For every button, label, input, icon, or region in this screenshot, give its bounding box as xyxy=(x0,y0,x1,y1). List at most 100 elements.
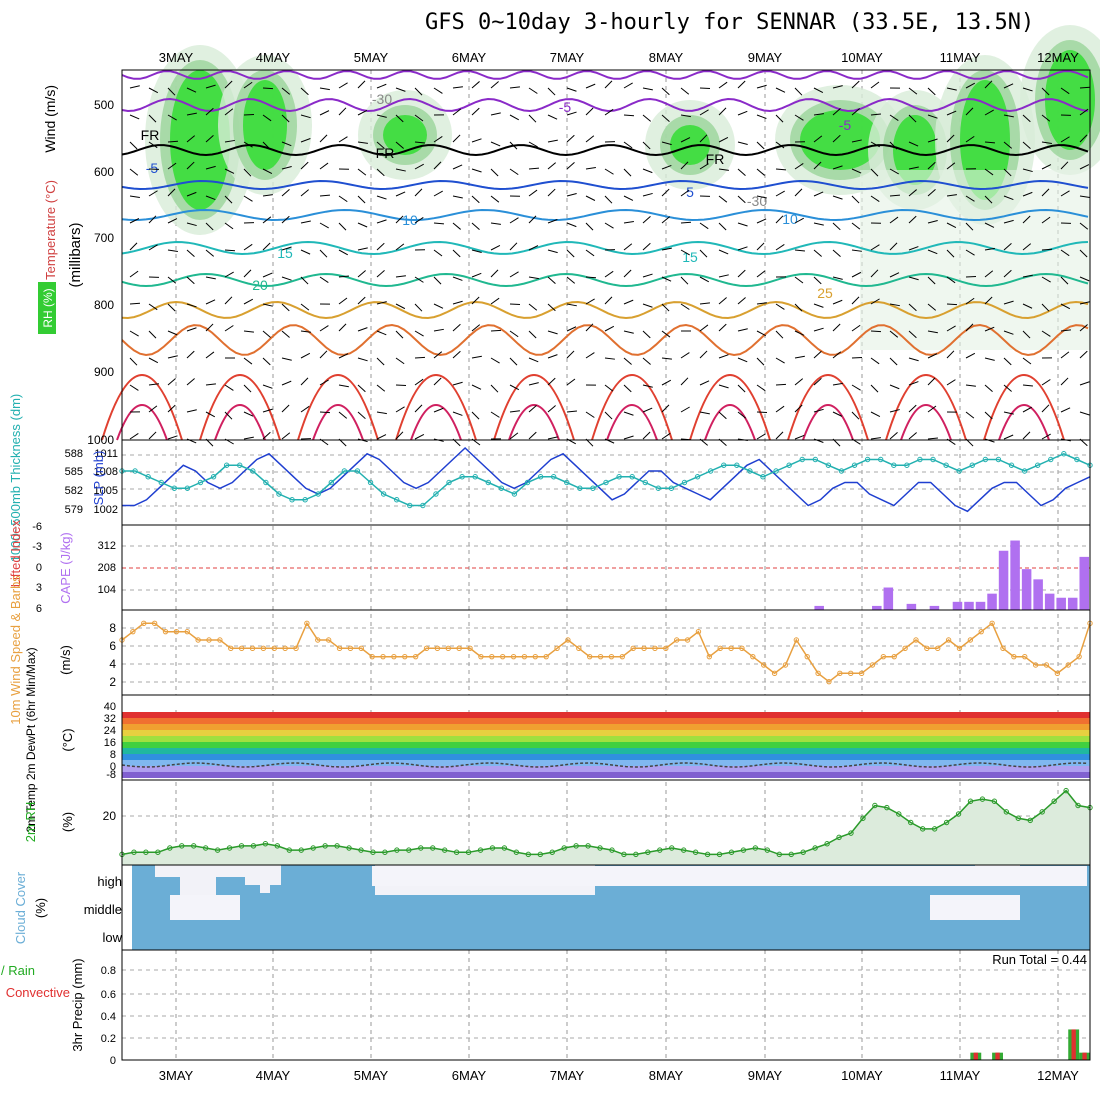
thickness-point xyxy=(472,474,478,480)
wind-barb xyxy=(1079,276,1090,282)
wind-barb xyxy=(300,303,310,311)
wind-barb xyxy=(832,411,843,417)
time-label-bottom: 12MAY xyxy=(1037,1068,1079,1083)
wind-barb xyxy=(965,352,976,359)
temp-tick: 8 xyxy=(110,749,116,761)
wind10-point xyxy=(1054,670,1061,677)
wind-barb xyxy=(1079,350,1088,359)
rh2m-point xyxy=(501,845,508,851)
wind-barb xyxy=(547,87,556,96)
wind-barb xyxy=(376,219,387,224)
thickness-point xyxy=(210,474,217,480)
rh2m-point xyxy=(430,845,436,851)
rh2m-point xyxy=(561,845,567,851)
wind10-point xyxy=(1032,662,1039,668)
wind10-point xyxy=(141,620,147,627)
wind-barb xyxy=(585,222,594,231)
wind-barb xyxy=(756,270,766,278)
pressure-tick: 700 xyxy=(94,231,114,245)
wind-barb xyxy=(243,81,253,89)
wind-barb xyxy=(490,357,500,364)
wind-barb xyxy=(1060,407,1071,413)
temperature-contour xyxy=(998,404,1050,441)
cape-bar xyxy=(987,593,997,610)
rh2m-point xyxy=(1027,817,1033,824)
wind-barb xyxy=(300,405,310,413)
wind-barb xyxy=(433,351,443,359)
wind-barb xyxy=(813,113,824,116)
wind-barb xyxy=(243,298,254,305)
thickness-point xyxy=(760,474,766,480)
wind-barb xyxy=(433,136,443,143)
wind-barb xyxy=(680,161,689,170)
thickness-tick: 588 xyxy=(65,448,83,460)
wind-barb xyxy=(547,188,556,197)
wind-barb xyxy=(338,136,348,143)
rh2m-point xyxy=(167,845,173,851)
wind-barb xyxy=(699,350,708,359)
wind-barb xyxy=(1079,301,1090,305)
cloud-unit: (%) xyxy=(33,898,48,918)
wind-barb xyxy=(585,323,594,332)
wind-barb xyxy=(243,141,253,148)
wind-barb xyxy=(376,330,387,336)
slp-label-thickness: 1000~500mb Thickness (dm) xyxy=(8,394,23,563)
wind-barb xyxy=(927,189,936,197)
cape-bar xyxy=(952,601,963,610)
wind-barb xyxy=(490,195,500,203)
wind-barb xyxy=(414,87,423,96)
wind-barb xyxy=(471,138,482,143)
wind10-point xyxy=(641,645,647,652)
wind-barb xyxy=(1022,406,1033,413)
thickness-point xyxy=(184,485,191,491)
wind-barb xyxy=(148,114,157,123)
cloud-gap xyxy=(180,865,216,895)
wind-barb xyxy=(528,303,538,311)
wind-barb xyxy=(357,270,366,278)
wind-barb xyxy=(680,249,690,256)
wind-barb xyxy=(832,323,841,332)
temp-tick: 32 xyxy=(104,713,116,725)
wind-barb xyxy=(281,303,290,312)
wind-barb xyxy=(737,80,746,89)
temperature-contour xyxy=(199,374,281,441)
wind-barb xyxy=(243,411,254,417)
thickness-point xyxy=(721,462,727,468)
wind-barb xyxy=(452,249,461,258)
wind-barb xyxy=(794,355,805,359)
wind-barb xyxy=(889,330,899,338)
contour-label: -5 xyxy=(146,160,159,176)
wind-barb xyxy=(623,384,632,393)
rh2m-label: 2m RH xyxy=(23,802,38,842)
wind-barb xyxy=(471,168,482,173)
wind-barb xyxy=(756,302,767,305)
wind-barb xyxy=(984,326,995,332)
time-label-bottom: 4MAY xyxy=(256,1068,291,1083)
contour-label: 10 xyxy=(782,211,798,227)
precip-tick: 0 xyxy=(110,1055,116,1067)
thickness-point xyxy=(629,474,635,480)
wind10-point xyxy=(510,653,517,660)
wind-barb xyxy=(186,378,195,386)
wind-barb xyxy=(129,242,138,251)
wind-barb xyxy=(775,190,785,197)
wind-barb xyxy=(946,222,957,229)
rh2m-point xyxy=(669,845,675,851)
cape-bar xyxy=(872,605,882,610)
wind-barb xyxy=(623,357,632,365)
thickness-point xyxy=(433,491,439,497)
wind-barb xyxy=(281,246,292,251)
wind-barb xyxy=(851,222,861,230)
wind-barb xyxy=(205,222,214,231)
thickness-point xyxy=(786,462,792,468)
wind-barb xyxy=(224,271,234,278)
wind-barb xyxy=(851,249,862,252)
wind10-point xyxy=(597,653,604,660)
wind-barb xyxy=(585,411,595,418)
wind10-point xyxy=(380,653,386,660)
time-label-top: 6MAY xyxy=(452,50,487,65)
wind-barb xyxy=(338,297,348,305)
li-tick: -6 xyxy=(32,521,42,533)
wind-barb xyxy=(167,218,178,224)
wind-barb xyxy=(243,384,252,393)
